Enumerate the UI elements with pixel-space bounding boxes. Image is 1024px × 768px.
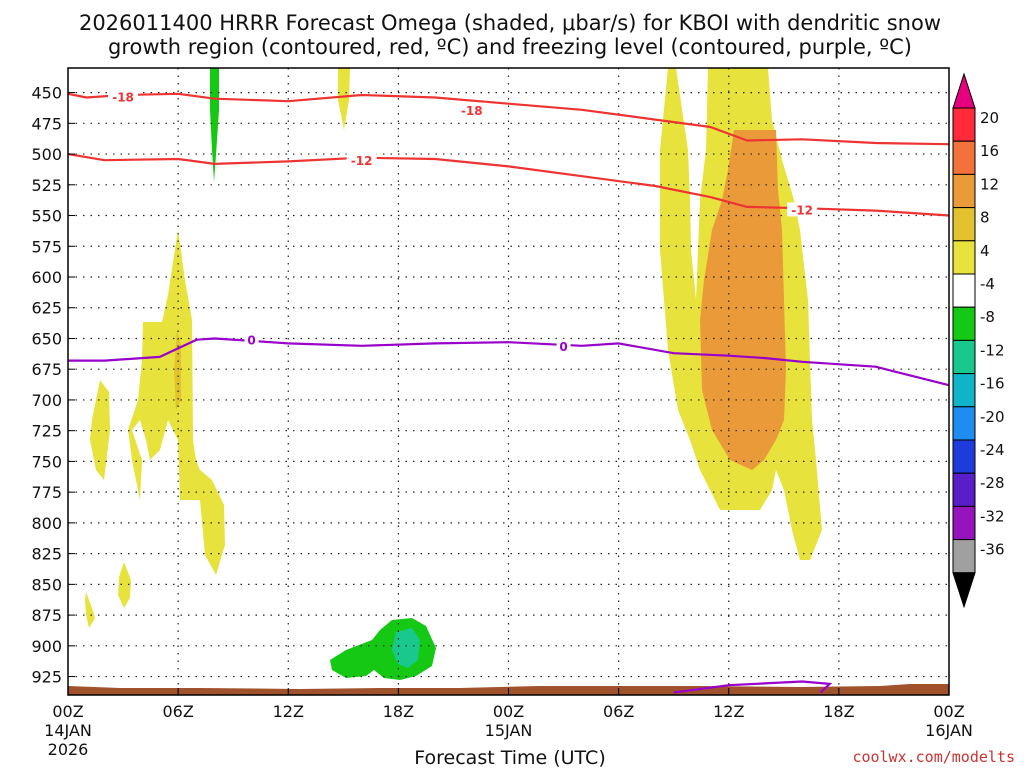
- freezing-level-contour-label-bg: [556, 338, 571, 353]
- dendritic-contour: [67, 92, 950, 146]
- colorbar-top-arrow: [952, 72, 976, 109]
- y-tick-label: 500: [31, 145, 62, 164]
- omega-shade-yellow: [90, 380, 110, 480]
- dendritic-contour-label: -18: [461, 104, 483, 118]
- dendritic-contour-label: -12: [791, 203, 813, 217]
- y-tick-label: 675: [31, 360, 62, 379]
- colorbar-level-label: -12: [980, 341, 1005, 359]
- omega-shade-green: [210, 68, 219, 182]
- x-tick-label: 00Z: [493, 702, 524, 721]
- omega-shade-yellow: [338, 68, 350, 130]
- y-tick-label: 650: [31, 329, 62, 348]
- chart-title-line-2: growth region (contoured, red, ºC) and f…: [108, 35, 912, 59]
- x-tick-label: 06Z: [603, 702, 634, 721]
- freezing-level-contour-label: 0: [559, 340, 567, 354]
- colorbar-swatch: [952, 306, 976, 341]
- x-tick-label: 12Z: [273, 702, 304, 721]
- y-tick-label: 575: [31, 237, 62, 256]
- colorbar-level-label: -24: [980, 441, 1005, 459]
- y-tick-label: 625: [31, 299, 62, 318]
- x-tick-label: 06Z: [162, 702, 193, 721]
- colorbar-level-label: -20: [980, 408, 1005, 426]
- colorbar-swatch: [952, 472, 976, 507]
- colorbar-level-label: 8: [980, 209, 990, 227]
- dendritic-contour: [67, 153, 950, 217]
- colorbar-swatch: [952, 539, 976, 574]
- x-tick-date-label: 16JAN: [925, 721, 973, 740]
- y-tick-label: 775: [31, 483, 62, 502]
- x-tick-label: 00Z: [52, 702, 83, 721]
- y-tick-label: 550: [31, 207, 62, 226]
- colorbar-swatch: [952, 207, 976, 242]
- colorbar-swatch: [952, 140, 976, 175]
- colorbar-swatch: [952, 240, 976, 275]
- colorbar-level-label: 20: [980, 109, 999, 127]
- colorbar-swatch: [952, 439, 976, 474]
- dendritic-contour-label-bg: [456, 102, 487, 117]
- x-tick-label: 18Z: [383, 702, 414, 721]
- y-tick-label: 925: [31, 668, 62, 687]
- omega-shading: [85, 68, 822, 680]
- colorbar-level-label: -8: [980, 308, 995, 326]
- chart-title-line-1: 2026011400 HRRR Forecast Omega (shaded, …: [79, 11, 941, 35]
- y-tick-label: 525: [31, 176, 62, 195]
- colorbar-level-label: -16: [980, 375, 1005, 393]
- omega-shade-yellow: [722, 230, 740, 330]
- y-tick-label: 450: [31, 84, 62, 103]
- colorbar-level-label: -4: [980, 275, 995, 293]
- y-tick-label: 725: [31, 422, 62, 441]
- y-tick-label: 875: [31, 606, 62, 625]
- y-tick-label: 475: [31, 114, 62, 133]
- dendritic-contour-label-bg: [787, 202, 818, 217]
- freezing-level-contour: [68, 337, 950, 387]
- dendritic-contour-label: -18: [112, 90, 134, 104]
- omega-shade-yellow: [118, 562, 131, 608]
- freezing-level-surface-contour: [673, 680, 833, 694]
- x-axis-title: Forecast Time (UTC): [414, 747, 605, 768]
- y-tick-label: 800: [31, 514, 62, 533]
- x-tick-date-label: 14JAN: [44, 721, 92, 740]
- colorbar-level-label: -32: [980, 507, 1005, 525]
- y-axis-ticks: 450 475 500 525 550 575 600 625 650 675 700 725 750 7…: [31, 84, 75, 687]
- x-tick-label: 18Z: [823, 702, 854, 721]
- omega-shade-yellow: [85, 592, 95, 628]
- y-tick-label: 850: [31, 575, 62, 594]
- colorbar-bottom-arrow: [952, 572, 976, 609]
- dendritic-contour-label-bg: [346, 153, 377, 168]
- colorbar-swatch: [952, 273, 976, 308]
- omega-shade-teal: [392, 628, 420, 668]
- y-tick-label: 700: [31, 391, 62, 410]
- y-tick-label: 900: [31, 637, 62, 656]
- colorbar-level-label: 16: [980, 142, 999, 160]
- colorbar-swatch: [952, 339, 976, 375]
- x-tick-label: 12Z: [713, 702, 744, 721]
- colorbar-level-label: -36: [980, 541, 1005, 559]
- dendritic-contour-label: -12: [351, 154, 373, 168]
- colorbar-swatch: [952, 406, 976, 441]
- y-tick-label: 750: [31, 452, 62, 471]
- colorbar-swatch: [952, 173, 976, 209]
- colorbar-level-label: -28: [980, 474, 1005, 492]
- y-tick-label: 600: [31, 268, 62, 287]
- colorbar: 20 16 12 8 4 -4 -8 -12 -16 -20 -24 -28 -32 -36: [952, 72, 1005, 609]
- colorbar-level-label: 12: [980, 175, 999, 193]
- credit-text: coolwx.com/modelts: [852, 748, 1015, 766]
- x-tick-date-label: 15JAN: [485, 721, 533, 740]
- colorbar-level-label: 4: [980, 242, 990, 260]
- y-tick-label: 825: [31, 545, 62, 564]
- colorbar-swatch: [952, 373, 976, 408]
- contour-lines: -18 -18 -12 -12 0 0: [67, 89, 950, 694]
- freezing-level-contour-label: 0: [247, 334, 255, 348]
- x-tick-year-label: 2026: [48, 740, 89, 759]
- x-tick-label: 00Z: [933, 702, 964, 721]
- freezing-level-contour-label-bg: [244, 332, 259, 347]
- dendritic-contour-label-bg: [108, 89, 139, 104]
- colorbar-swatch: [952, 107, 976, 142]
- colorbar-swatch: [952, 505, 976, 541]
